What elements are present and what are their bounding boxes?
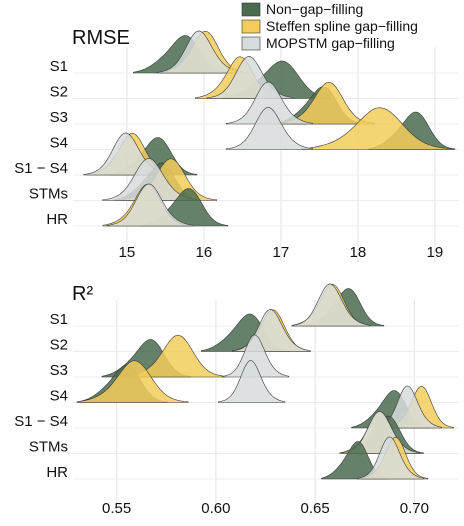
- rmse-ridge-hr-mopstm-gap-filling: [106, 183, 194, 227]
- rmse-category-label-hr: HR: [46, 211, 68, 228]
- r2-panel-title: R²: [72, 283, 93, 305]
- rmse-row-s1: [133, 30, 248, 74]
- rmse-ridge-s3-mopstm-gap-filling: [225, 81, 313, 125]
- r2-row-s1-s4: [351, 385, 454, 429]
- r2-row-hr: [321, 436, 429, 480]
- rmse-x-tick-label-4: 19: [427, 244, 444, 261]
- r2-x-tick-label-2: 0.65: [301, 500, 330, 517]
- legend-swatch-steffen-spline: [241, 19, 261, 34]
- r2-category-label-hr: HR: [46, 464, 68, 481]
- rmse-category-label-s1-s4: S1 − S4: [14, 160, 68, 177]
- r2-ridge-s4-steffen-spline-gap-filling: [76, 360, 189, 403]
- r2-category-label-s1-s4: S1 − S4: [14, 413, 68, 430]
- rmse-x-axis: 15 16 17 18 19: [119, 244, 444, 261]
- rmse-category-label-s3: S3: [50, 109, 68, 126]
- r2-category-labels: S1 S2 S3 S4 S1 − S4 STMs HR: [14, 311, 68, 481]
- legend-label-steffen-spline: Steffen spline gap−filling: [266, 18, 418, 34]
- rmse-ridge-s4-steffen-spline-gap-filling: [301, 107, 453, 150]
- rmse-category-label-stms: STMs: [29, 186, 68, 203]
- rmse-row-s4: [225, 107, 456, 150]
- r2-category-label-s1: S1: [50, 311, 68, 328]
- rmse-category-label-s1: S1: [50, 58, 68, 75]
- r2-x-axis: 0.55 0.60 0.65 0.70: [102, 500, 429, 517]
- rmse-panel-title: RMSE: [72, 27, 130, 49]
- rmse-x-tick-label-2: 17: [273, 244, 290, 261]
- r2-ridge-hr-mopstm-gap-filling: [356, 436, 425, 480]
- r2-category-label-s3: S3: [50, 362, 68, 379]
- r2-row-s4: [76, 360, 286, 403]
- legend: Non−gap−filling Steffen spline gap−filli…: [241, 1, 418, 51]
- r2-x-tick-label-1: 0.60: [201, 500, 230, 517]
- r2-x-tick-label-3: 0.70: [400, 500, 429, 517]
- rmse-category-label-s2: S2: [50, 84, 68, 101]
- r2-row-s1: [291, 283, 385, 327]
- r2-ridge-s4-mopstm-gap-filling: [218, 360, 286, 403]
- rmse-category-labels: S1 S2 S3 S4 S1 − S4 STMs HR: [14, 58, 68, 228]
- rmse-panel: S1 S2 S3 S4 S1 − S4 STMs HR 15 16 17 18 19 RMSE: [14, 27, 458, 262]
- r2-ridge-s1-mopstm-gap-filling: [291, 283, 371, 327]
- legend-swatch-mopstm: [241, 36, 261, 51]
- rmse-x-tick-label-0: 15: [119, 244, 136, 261]
- legend-label-non-gap-filling: Non−gap−filling: [266, 1, 363, 17]
- r2-category-label-s4: S4: [50, 388, 68, 405]
- legend-swatch-non-gap-filling: [241, 2, 261, 17]
- legend-label-mopstm: MOPSTM gap−filling: [266, 35, 395, 51]
- rmse-x-tick-label-1: 16: [196, 244, 213, 261]
- rmse-x-tick-label-3: 18: [350, 244, 367, 261]
- r2-category-label-s2: S2: [50, 337, 68, 354]
- rmse-category-label-s4: S4: [50, 135, 68, 152]
- rmse-row-hr: [102, 183, 229, 227]
- rmse-row-s3: [225, 81, 375, 125]
- r2-x-tick-label-0: 0.55: [102, 500, 131, 517]
- r2-panel: S1 S2 S3 S4 S1 − S4 STMs HR 0.55 0.60 0.65 0.70 R²: [14, 283, 458, 517]
- rmse-ridge-s4-mopstm-gap-filling: [225, 107, 313, 150]
- r2-category-label-stms: STMs: [29, 439, 68, 456]
- r2-ridge-s3-mopstm-gap-filling: [221, 334, 290, 378]
